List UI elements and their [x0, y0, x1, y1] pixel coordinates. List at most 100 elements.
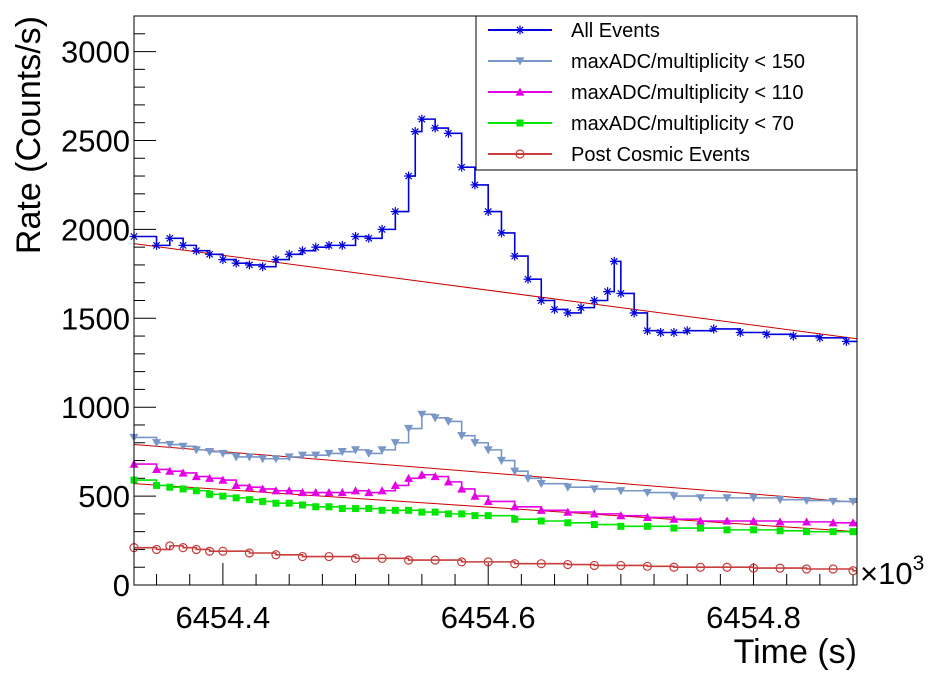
data-point — [483, 207, 493, 217]
data-point — [802, 517, 812, 526]
data-point — [244, 260, 254, 270]
data-point — [325, 503, 333, 511]
data-point — [311, 451, 321, 460]
data-point — [616, 560, 626, 571]
data-point — [470, 491, 480, 500]
data-point — [629, 308, 639, 318]
data-point — [430, 123, 440, 133]
data-point — [536, 505, 546, 514]
data-point — [589, 296, 599, 305]
data-point — [218, 546, 228, 556]
data-point — [536, 480, 546, 489]
data-point — [324, 449, 334, 458]
data-point — [218, 255, 228, 265]
data-point — [271, 255, 281, 265]
data-point — [191, 246, 201, 256]
data-point — [656, 328, 666, 338]
data-point — [483, 496, 493, 506]
data-point — [815, 333, 825, 343]
data-point — [550, 304, 560, 314]
data-point — [231, 258, 241, 268]
data-point — [515, 57, 525, 66]
marker-stroke — [232, 259, 240, 267]
data-point — [536, 559, 546, 569]
legend-label: maxADC/multiplicity < 110 — [571, 82, 803, 104]
marker-stroke — [411, 128, 419, 136]
data-point — [483, 557, 493, 567]
y-tick-label: 1500 — [61, 301, 130, 336]
series-all-events — [129, 114, 857, 346]
marker-stroke — [351, 232, 360, 241]
data-point — [642, 326, 652, 336]
marker-stroke — [418, 115, 426, 123]
data-point — [364, 488, 374, 497]
marker-stroke — [179, 241, 187, 249]
x-tick-labels: 6454.4 6454.6 6454.8 — [175, 600, 800, 635]
marker-stroke — [325, 241, 333, 249]
x-axis-title: Time (s) — [734, 633, 857, 671]
series-layer — [129, 114, 858, 576]
data-point — [829, 528, 837, 536]
data-point — [244, 482, 254, 491]
y-tick-label: 2500 — [61, 123, 130, 158]
data-point — [609, 256, 619, 266]
data-point — [166, 483, 174, 491]
marker-stroke — [657, 328, 665, 337]
data-point — [178, 543, 188, 553]
data-point — [515, 87, 525, 96]
data-point — [165, 541, 175, 551]
data-point — [178, 442, 188, 451]
data-point — [775, 496, 785, 505]
data-point — [365, 505, 373, 513]
data-point — [669, 562, 679, 572]
data-point — [390, 439, 400, 448]
data-point — [205, 448, 215, 457]
marker-stroke — [643, 327, 651, 335]
marker-stroke — [405, 172, 413, 180]
data-point — [802, 496, 812, 506]
data-point — [337, 240, 347, 250]
fit-line — [133, 444, 858, 503]
data-point — [404, 424, 414, 434]
data-point — [775, 517, 785, 526]
data-point — [695, 516, 705, 525]
data-point — [589, 560, 599, 571]
marker-stroke — [610, 257, 618, 265]
data-point — [191, 472, 201, 481]
data-point — [616, 511, 626, 520]
marker-stroke — [444, 129, 452, 137]
data-point — [669, 328, 679, 338]
data-point — [272, 499, 280, 507]
data-point — [378, 506, 386, 514]
data-point — [444, 510, 452, 518]
data-point — [206, 490, 214, 498]
fit-line — [133, 483, 858, 533]
data-point — [311, 488, 321, 497]
marker-stroke — [259, 263, 267, 271]
data-point — [848, 497, 858, 506]
data-point — [404, 171, 414, 181]
legend-label: maxADC/multiplicity < 70 — [571, 113, 794, 135]
legend-entry: maxADC/multiplicity < 150 — [488, 51, 805, 73]
data-point — [297, 488, 307, 497]
data-point — [564, 519, 572, 527]
data-point — [205, 473, 215, 482]
data-point — [643, 522, 651, 530]
data-point — [749, 516, 759, 525]
data-point — [417, 114, 427, 124]
marker-stroke — [312, 243, 320, 251]
series-post-cosmic-events — [129, 541, 858, 576]
marker-stroke — [166, 234, 174, 242]
data-point — [470, 439, 480, 448]
marker-stroke — [365, 234, 373, 242]
marker-stroke — [458, 163, 466, 171]
data-point — [337, 488, 347, 497]
series-maxadc-multiplicity-70 — [130, 476, 857, 536]
data-point — [178, 240, 188, 250]
data-point — [245, 496, 253, 504]
data-point — [828, 518, 838, 527]
data-point — [417, 410, 427, 419]
data-point — [642, 488, 652, 498]
x-tick-label: 6454.6 — [441, 600, 536, 635]
